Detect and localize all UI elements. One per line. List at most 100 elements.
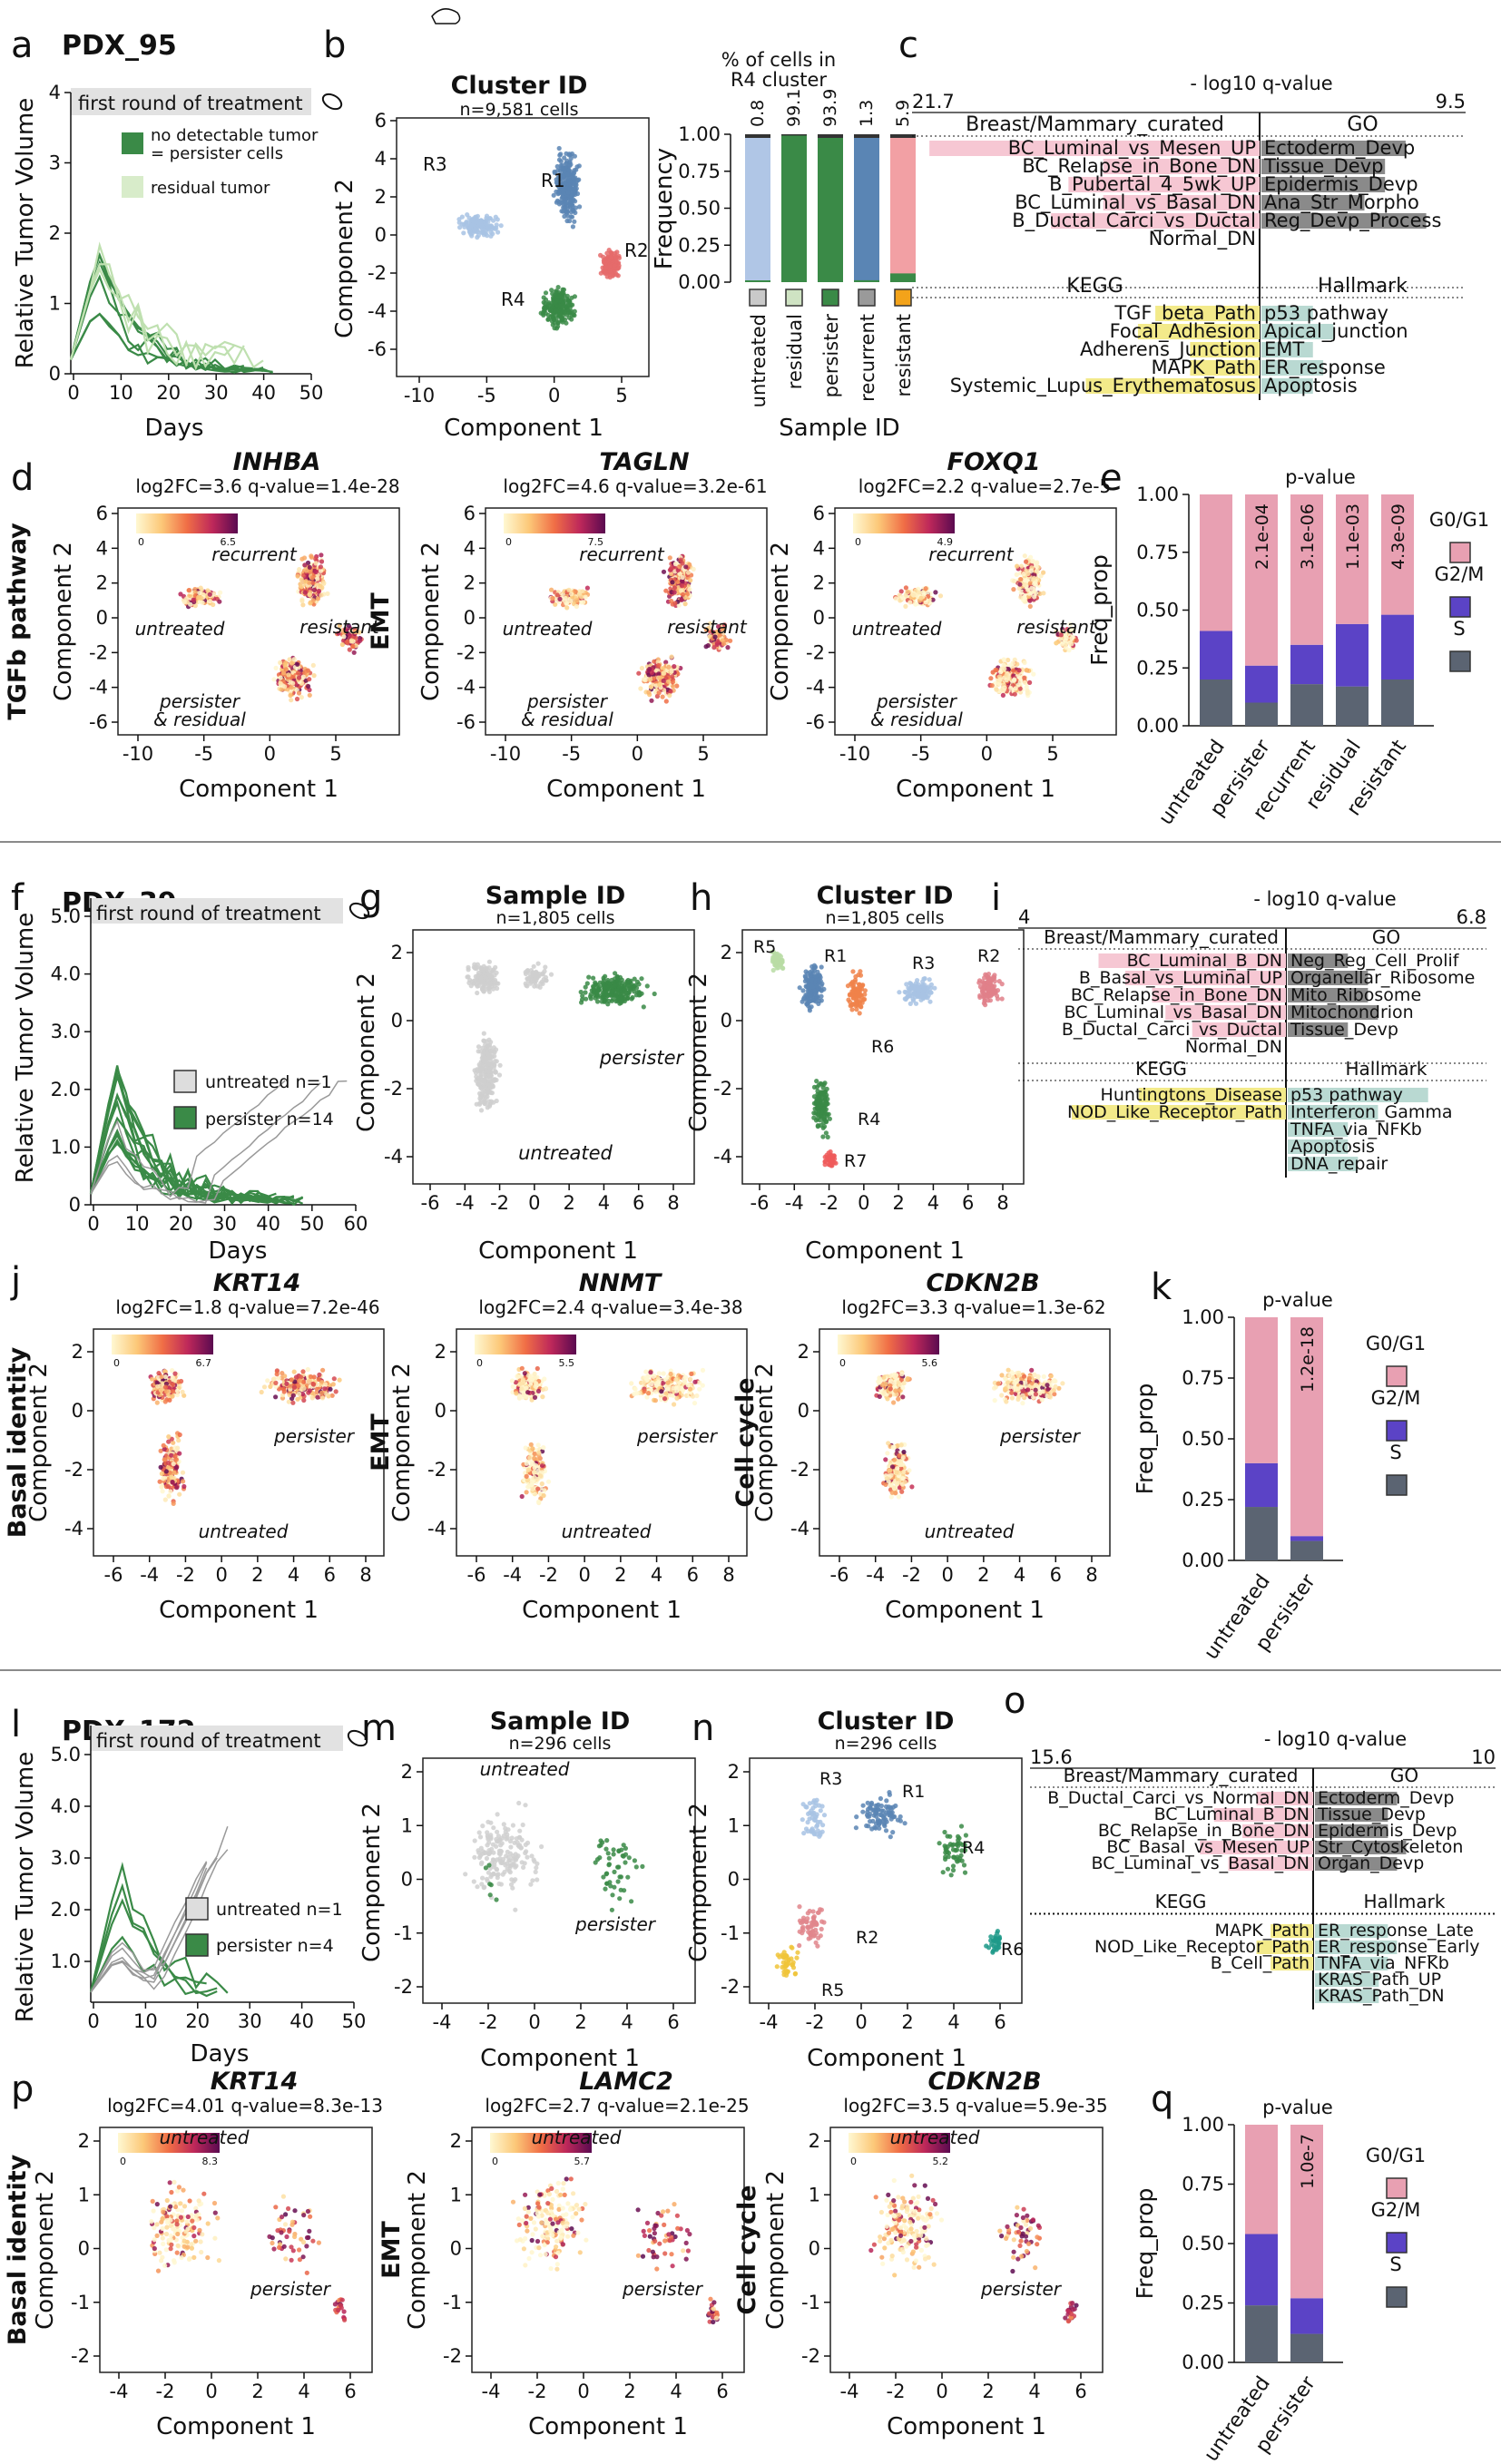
data-point-R6	[861, 997, 867, 1002]
expression-point	[200, 600, 205, 605]
enrich-head: Hallmark	[1318, 275, 1408, 298]
data-point-untreated	[490, 1054, 495, 1060]
x-tick-label: 0	[632, 743, 643, 765]
data-point-R2	[615, 266, 621, 271]
expression-point	[319, 552, 324, 558]
x-tick-label: 0	[528, 1192, 540, 1214]
data-point-R4	[554, 312, 560, 318]
y-tick-label: -2	[384, 1078, 403, 1100]
data-point-R4	[815, 1089, 820, 1094]
data-point-untreated	[485, 1089, 490, 1094]
data-point-R4	[548, 308, 554, 313]
sample-swatch	[821, 288, 839, 307]
y-tick-label: -2	[806, 641, 825, 663]
data-point-R2	[598, 252, 603, 258]
expression-point	[158, 1464, 163, 1470]
expression-point	[1017, 680, 1023, 685]
expression-point	[911, 592, 917, 598]
expression-point	[160, 1489, 165, 1494]
expression-point	[265, 1378, 270, 1384]
tumor-curve	[69, 267, 235, 368]
expression-point	[554, 592, 560, 598]
data-point-untreated	[490, 967, 495, 973]
x-tick-label: -6	[421, 1192, 440, 1214]
data-point-R1	[572, 219, 577, 224]
enrich-term: Focal_Adhesion	[1110, 320, 1256, 343]
plot-subtitle: n=1,805 cells	[496, 908, 615, 928]
colorbar-max: 6.5	[221, 536, 237, 548]
expression-point	[295, 573, 300, 579]
x-tick-label: -2	[490, 1192, 509, 1214]
data-point-R3	[927, 990, 934, 995]
data-point-persister	[584, 996, 589, 1002]
data-point-persister	[619, 983, 625, 989]
expression-point	[656, 671, 662, 677]
data-point-R3	[494, 225, 499, 230]
x-axis-label: Component 1	[444, 415, 603, 442]
expression-point	[646, 689, 652, 695]
data-point-R4	[554, 298, 561, 303]
expression-point	[196, 594, 201, 600]
data-point-R4	[553, 300, 558, 306]
data-point-R2	[999, 996, 1005, 1002]
expression-point	[311, 587, 318, 593]
data-point-untreated	[535, 961, 541, 966]
expression-point	[325, 591, 330, 597]
data-point-untreated	[486, 1061, 491, 1067]
expression-point	[159, 1484, 164, 1490]
enrich-head: KEGG	[1135, 1058, 1187, 1080]
data-point-R1	[554, 163, 560, 170]
cluster-label: R5	[753, 937, 776, 957]
y-tick-label: 1	[49, 293, 61, 315]
enrich-term: Normal_DN	[1185, 1037, 1282, 1057]
x-tick-label: -5	[194, 743, 213, 765]
data-point-persister	[591, 975, 596, 981]
data-point-R4	[552, 318, 557, 323]
data-point-persister	[605, 1002, 611, 1007]
data-point-persister	[609, 989, 614, 994]
expression-point	[318, 564, 323, 570]
expression-point	[685, 570, 692, 575]
sample-swatch	[749, 288, 767, 307]
data-point-persister	[630, 994, 635, 1001]
expression-point	[1024, 559, 1029, 564]
expression-point	[186, 588, 191, 593]
data-point-R6	[850, 969, 856, 974]
bar-category: recurrent	[857, 314, 878, 402]
expression-point	[1032, 582, 1037, 587]
expression-point	[728, 638, 733, 643]
data-point-untreated	[469, 979, 475, 984]
expression-point	[155, 1384, 161, 1389]
expression-point	[549, 587, 554, 592]
expression-point	[307, 692, 312, 698]
x-tick-label: -10	[404, 385, 435, 406]
enrich-bar	[1261, 177, 1386, 192]
expression-point	[301, 1397, 307, 1403]
data-point-R1	[552, 169, 557, 174]
cluster-label: R3	[423, 153, 447, 175]
expression-point	[177, 1491, 182, 1497]
enrich-head: GO	[1347, 113, 1378, 136]
x-tick-label: -10	[123, 743, 153, 765]
sample-swatch	[785, 288, 803, 307]
stack-seg-G2/M	[1200, 631, 1232, 680]
y-tick-label: 0.75	[1136, 542, 1179, 563]
data-point-R4	[821, 1106, 828, 1111]
region-label: untreated	[852, 618, 942, 640]
expression-point	[316, 588, 322, 594]
expression-point	[1022, 660, 1027, 666]
data-point-R1	[569, 170, 574, 175]
data-point-persister	[603, 983, 609, 990]
enrich-bar	[1103, 159, 1260, 174]
expression-point	[167, 1397, 172, 1403]
enrich-max: 9.5	[1436, 91, 1466, 112]
bar-category: persister	[820, 314, 842, 398]
enrich-head: GO	[1372, 926, 1400, 948]
data-point-R4	[554, 289, 559, 295]
expression-point	[918, 595, 924, 601]
data-point-untreated	[530, 971, 535, 976]
enrich-bar	[1261, 141, 1406, 156]
data-point-untreated	[478, 1108, 485, 1113]
y-tick-label: -4	[456, 677, 476, 699]
region-label: resistant	[1016, 616, 1097, 638]
